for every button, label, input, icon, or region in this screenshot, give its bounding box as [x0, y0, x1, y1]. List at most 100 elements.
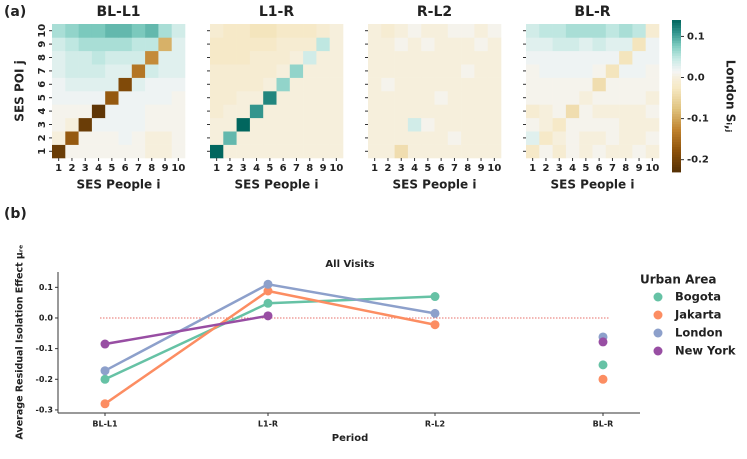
x-tick-label: 7 — [135, 163, 142, 174]
heatmap-cell — [619, 117, 633, 132]
colorbar-slice — [672, 65, 681, 69]
heatmap-cell — [118, 144, 133, 159]
heatmap-cell — [65, 104, 79, 119]
colorbar-slice — [672, 58, 681, 61]
heatmap-cell — [236, 131, 251, 145]
colorbar-slice — [672, 159, 681, 163]
heatmap-cell — [645, 50, 660, 65]
heatmap-cell — [263, 144, 277, 159]
heatmap-cell — [539, 131, 553, 145]
heatmap-cell — [316, 104, 330, 119]
heatmap-cell — [52, 144, 66, 159]
legend-marker — [653, 346, 663, 356]
y-tick-label: 9 — [37, 41, 48, 48]
x-tick-label: 2 — [68, 163, 75, 174]
x-tick-label: 5 — [266, 163, 273, 174]
heatmap-cell — [171, 24, 186, 38]
series-point — [263, 279, 273, 289]
heatmap-cell — [171, 144, 186, 159]
heatmap-cell — [105, 144, 119, 159]
heatmap-cell — [78, 131, 93, 145]
heatmap-cell — [158, 104, 172, 119]
x-tick-label: 10 — [171, 163, 185, 174]
y-tick-label: 8 — [37, 54, 48, 61]
colorbar-slice — [672, 126, 681, 130]
heatmap-cell — [118, 50, 133, 65]
y-tick-label: 7 — [37, 67, 48, 74]
heatmap-cell — [434, 77, 449, 92]
heatmap-cell — [105, 24, 119, 38]
colorbar-slice — [672, 96, 681, 99]
heatmap-cell — [552, 64, 567, 78]
heatmap-cell — [52, 64, 66, 78]
heatmap-cell — [632, 131, 646, 145]
heatmap-cell — [91, 144, 106, 159]
heatmap-cell — [579, 131, 593, 145]
heatmap-cell — [619, 77, 633, 92]
heatmap-cell — [565, 24, 580, 38]
heatmap-cell — [632, 91, 646, 105]
series-point — [430, 292, 440, 302]
heatmap-cell — [579, 24, 593, 38]
colorbar-slice — [672, 111, 681, 115]
heatmap-cell — [91, 64, 106, 78]
y-tick-label: 6 — [37, 81, 48, 88]
x-tick-label: 6 — [122, 163, 129, 174]
heatmap-cell — [158, 37, 172, 52]
heatmap-cell — [131, 24, 146, 38]
heatmap-cell — [526, 91, 540, 105]
x-tick-label: 4 — [95, 163, 102, 174]
colorbar-slice — [672, 164, 681, 168]
heatmap-cell — [171, 64, 186, 78]
x-tick-label: 4 — [411, 163, 418, 174]
x-tick-label: 8 — [148, 163, 155, 174]
heatmap-cell — [592, 50, 607, 65]
heatmap-cell — [316, 64, 330, 78]
heatmap-cell — [249, 77, 264, 92]
heatmap-cell — [619, 24, 633, 38]
heatmap-cell — [118, 77, 133, 92]
colorbar-slice — [672, 161, 681, 165]
heatmap-cell — [461, 77, 475, 92]
series-point — [100, 399, 110, 409]
heatmap-cell — [619, 64, 633, 78]
heatmap-cell — [78, 24, 93, 38]
heatmap-cell — [78, 91, 93, 105]
heatmap-cell — [289, 104, 304, 119]
colorbar-slice — [672, 20, 681, 23]
heatmap-cell — [592, 77, 607, 92]
heatmap-cell — [289, 91, 304, 105]
heatmap-cell — [276, 64, 291, 78]
chart-title: All Visits — [325, 259, 374, 270]
heatmap-cell — [619, 37, 633, 52]
heatmap-cell — [329, 104, 344, 119]
heatmap-cell — [118, 91, 133, 105]
heatmap-cell — [158, 91, 172, 105]
heatmap-cell — [421, 91, 435, 105]
x-tick-label: 1 — [371, 163, 378, 174]
x-tick-label: 4 — [253, 163, 260, 174]
series-point — [598, 374, 608, 384]
colorbar-slice — [672, 78, 681, 82]
heatmap-cell — [249, 131, 264, 145]
colorbar-slice — [672, 123, 681, 127]
heatmap-cell — [329, 91, 344, 105]
heatmap-cell — [381, 77, 395, 92]
heatmap-cell — [407, 50, 422, 65]
heatmap-cell — [52, 37, 66, 52]
heatmap-cell — [394, 77, 409, 92]
heatmap-cell — [526, 131, 540, 145]
heatmap-cell — [487, 104, 502, 119]
x-tick-label: BL-R — [593, 420, 614, 429]
heatmap-cell — [632, 64, 646, 78]
x-tick-label: 3 — [240, 163, 247, 174]
heatmap-cell — [316, 77, 330, 92]
x-axis-label: SES People i — [551, 178, 635, 192]
heatmap-cell — [565, 131, 580, 145]
heatmap-cell — [145, 144, 159, 159]
heatmap-cell — [421, 117, 435, 132]
heatmap-cell — [131, 117, 146, 132]
heatmap-cell — [105, 131, 119, 145]
heatmap-cell — [158, 131, 172, 145]
